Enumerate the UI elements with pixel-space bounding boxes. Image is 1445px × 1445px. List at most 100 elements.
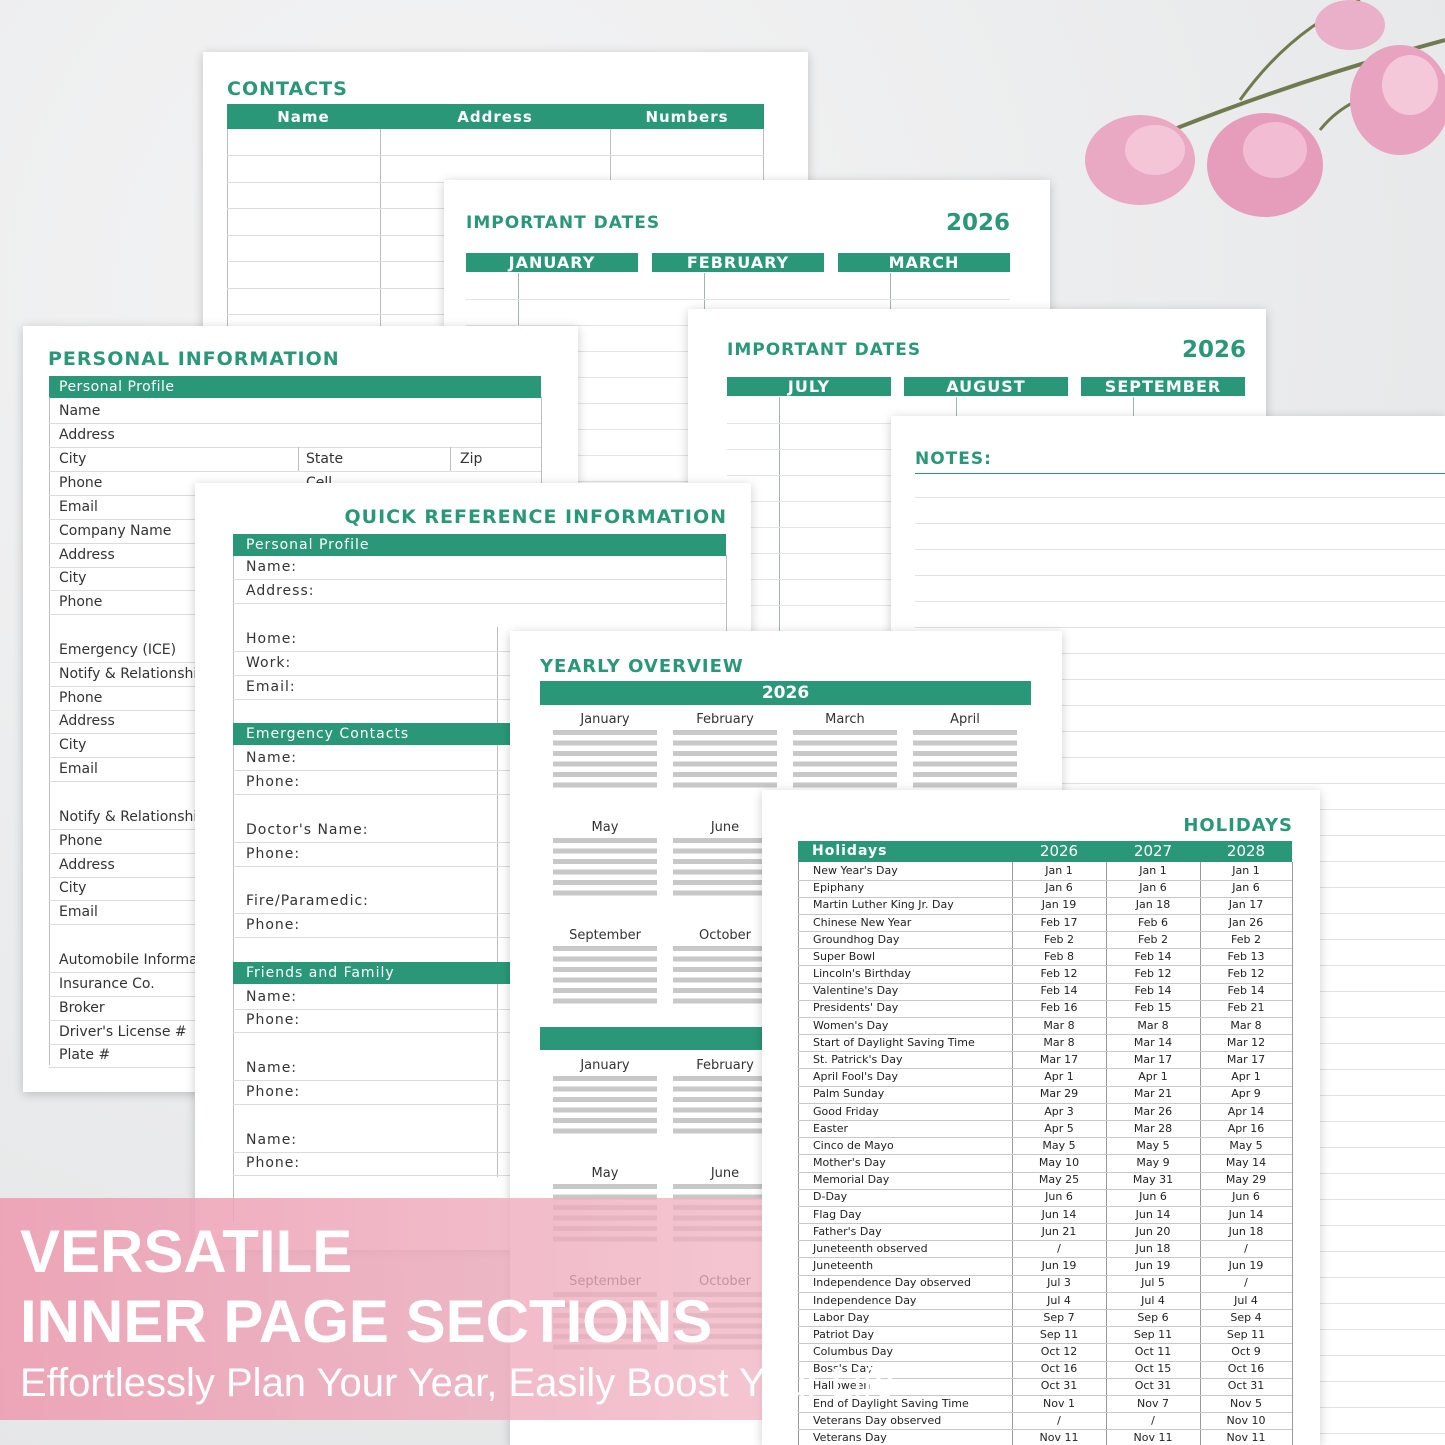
holiday-date: Feb 12 — [1227, 967, 1265, 981]
field-label: Phone: — [246, 774, 301, 790]
holiday-name: Independence Day — [813, 1293, 917, 1307]
banner-tagline: Effortlessly Plan Your Year, Easily Boos… — [20, 1361, 896, 1405]
mini-calendar — [673, 946, 777, 1008]
holiday-name: Martin Luther King Jr. Day — [813, 898, 954, 912]
holiday-date: Jan 18 — [1135, 898, 1171, 912]
month-name: February — [696, 712, 754, 727]
page-title: YEARLY OVERVIEW — [540, 656, 744, 677]
holiday-name: Veterans Day — [813, 1430, 887, 1444]
holiday-date: May 14 — [1225, 1156, 1267, 1170]
holiday-name: April Fool's Day — [813, 1070, 899, 1084]
holiday-date: Sep 4 — [1230, 1310, 1262, 1324]
holiday-name: Presidents' Day — [813, 1001, 899, 1015]
field-label: City — [59, 880, 87, 896]
holiday-date: Feb 14 — [1134, 949, 1172, 963]
holiday-name: Palm Sunday — [813, 1087, 885, 1101]
holiday-date: Nov 11 — [1133, 1430, 1173, 1444]
holiday-name: Lincoln's Birthday — [813, 967, 911, 981]
month-bar: FEBRUARY — [652, 253, 824, 272]
holiday-name: Cinco de Mayo — [813, 1138, 894, 1152]
holiday-date: Jul 5 — [1141, 1276, 1165, 1290]
holiday-date: Feb 14 — [1134, 984, 1172, 998]
holiday-date: Mar 8 — [1043, 1035, 1075, 1049]
holiday-name: Father's Day — [813, 1224, 882, 1238]
holiday-date: Jun 21 — [1041, 1224, 1077, 1238]
holiday-date: Apr 9 — [1231, 1087, 1261, 1101]
page-title: PERSONAL INFORMATION — [48, 348, 340, 370]
holiday-date: / — [1057, 1413, 1061, 1427]
holiday-date: Jun 6 — [1232, 1190, 1260, 1204]
rule — [233, 1104, 726, 1105]
rule — [233, 1032, 726, 1033]
holiday-date: May 9 — [1136, 1156, 1170, 1170]
field-label: Email — [59, 761, 98, 777]
rule — [915, 627, 1445, 628]
rule — [798, 1188, 1292, 1190]
holiday-date: Feb 12 — [1134, 967, 1172, 981]
holiday-date: Jan 6 — [1045, 881, 1073, 895]
holiday-date: Feb 2 — [1138, 932, 1168, 946]
rule — [915, 549, 1445, 550]
mini-calendar — [553, 946, 657, 1008]
holiday-date: Mar 21 — [1133, 1087, 1173, 1101]
holiday-date: Mar 28 — [1133, 1121, 1173, 1135]
holiday-date: Sep 11 — [1226, 1327, 1266, 1341]
rule — [233, 699, 726, 700]
rule — [798, 862, 799, 1445]
rule — [227, 129, 228, 342]
year: 2026 — [1181, 337, 1246, 363]
holiday-name: St. Patrick's Day — [813, 1052, 903, 1066]
rule — [779, 397, 780, 729]
holiday-date: May 25 — [1038, 1173, 1080, 1187]
holiday-name: Women's Day — [813, 1018, 889, 1032]
rule — [1106, 862, 1107, 1445]
column-header: Numbers — [645, 108, 729, 126]
month-bar: AUGUST — [904, 377, 1068, 396]
banner-band — [0, 1198, 762, 1420]
holiday-date: Feb 21 — [1227, 1001, 1265, 1015]
mini-calendar — [913, 730, 1017, 792]
rule — [233, 1175, 726, 1176]
rule — [915, 679, 1445, 680]
holiday-name: Super Bowl — [813, 949, 876, 963]
rule — [1200, 862, 1201, 1445]
rule — [798, 896, 1292, 898]
holiday-date: Jan 1 — [1045, 864, 1073, 877]
field-label: City — [59, 737, 87, 753]
field-label: Fire/Paramedic: — [246, 893, 369, 909]
holiday-name: Epiphany — [813, 881, 865, 895]
rule — [233, 1152, 726, 1153]
field-label: Notify & Relationship — [59, 666, 207, 682]
holiday-date: Feb 15 — [1134, 1001, 1172, 1015]
field-label: Address — [59, 857, 115, 873]
field-label: Email — [59, 499, 98, 515]
rule — [1292, 862, 1293, 1445]
holiday-name: Flag Day — [813, 1207, 862, 1221]
field-label: Insurance Co. — [59, 976, 155, 992]
rule — [798, 1051, 1292, 1053]
field-label: Phone — [59, 690, 103, 706]
field-label: Phone — [59, 833, 103, 849]
holiday-date: Oct 12 — [1040, 1345, 1078, 1359]
rule — [798, 1137, 1292, 1139]
header-bar — [798, 841, 1292, 862]
holiday-date: May 10 — [1038, 1156, 1080, 1170]
holiday-date: Apr 5 — [1044, 1121, 1074, 1135]
rule — [915, 601, 1445, 602]
holiday-date: Feb 8 — [1044, 949, 1074, 963]
page-title: HOLIDAYS — [1183, 815, 1293, 836]
month-name: October — [698, 928, 752, 943]
holiday-date: Jan 26 — [1228, 915, 1264, 929]
rule — [798, 913, 1292, 915]
holiday-name: Columbus Day — [813, 1345, 894, 1359]
rule — [233, 1009, 726, 1010]
rule — [798, 1120, 1292, 1122]
holiday-date: Mar 8 — [1230, 1018, 1262, 1032]
holiday-date: Nov 5 — [1230, 1396, 1262, 1410]
holiday-date: Feb 17 — [1040, 915, 1078, 929]
rule — [798, 1274, 1292, 1276]
holiday-name: Start of Daylight Saving Time — [813, 1035, 975, 1049]
month-name: May — [591, 820, 619, 835]
holiday-date: Oct 9 — [1231, 1345, 1261, 1359]
rule — [798, 1016, 1292, 1018]
